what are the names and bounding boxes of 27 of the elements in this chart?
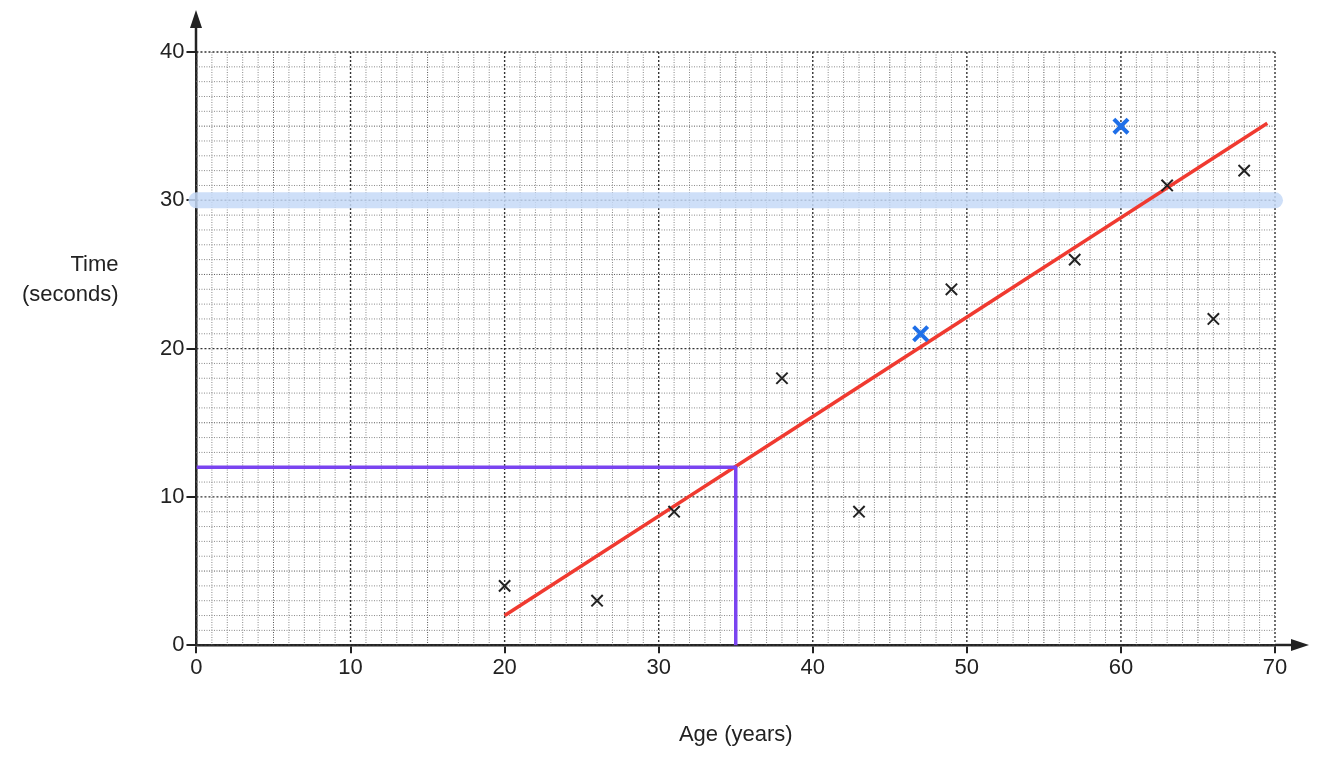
x-tick-label: 10 (338, 654, 363, 680)
x-tick-label: 20 (492, 654, 517, 680)
point (1160, 178, 1174, 193)
point (852, 505, 866, 519)
y-axis-title: Time (seconds) (20, 250, 119, 309)
x-tick-label: 40 (800, 654, 826, 680)
x-tick-label: 30 (646, 654, 671, 680)
x-tick-label: 50 (954, 654, 980, 680)
point (911, 324, 930, 343)
point (1237, 163, 1251, 178)
point (590, 594, 604, 608)
x-tick-label: 70 (1262, 654, 1288, 680)
point (944, 282, 959, 296)
x-axis-title: Age (years) (678, 720, 793, 746)
point (667, 505, 681, 519)
point (497, 579, 512, 593)
point (1206, 312, 1221, 326)
y-tick-label: 30 (159, 186, 185, 212)
point (775, 371, 789, 385)
y-tick-label: 0 (172, 631, 185, 657)
x-tick-label: 0 (190, 654, 203, 680)
point (1111, 117, 1130, 136)
point (1068, 252, 1082, 267)
x-tick-label: 60 (1108, 654, 1134, 680)
y-tick-label: 20 (159, 334, 185, 360)
y-tick-label: 10 (159, 482, 185, 508)
y-tick-label: 40 (159, 38, 185, 64)
